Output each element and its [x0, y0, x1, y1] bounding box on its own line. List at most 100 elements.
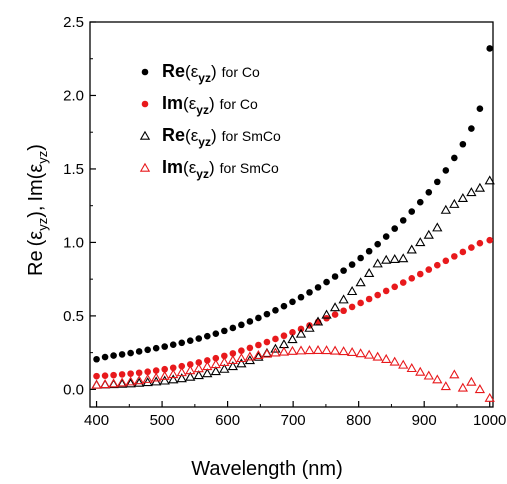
- data-point: [442, 257, 450, 265]
- data-point: [434, 261, 441, 269]
- data-point: [434, 178, 441, 186]
- legend-entry: Re(εyz) for SmCo: [162, 125, 281, 149]
- data-point: [372, 351, 383, 361]
- data-point: [229, 324, 237, 332]
- y-axis-title-epsilon-2: ε: [25, 164, 47, 173]
- data-point: [391, 225, 399, 232]
- legend-marker: [141, 100, 149, 108]
- data-point: [195, 359, 203, 366]
- data-point: [203, 332, 211, 340]
- data-point: [425, 189, 433, 196]
- data-point: [382, 233, 390, 240]
- data-point: [270, 343, 281, 353]
- data-point: [338, 294, 349, 304]
- legend-part: Re: [162, 125, 185, 145]
- data-point: [261, 348, 273, 358]
- data-point: [202, 368, 213, 378]
- data-point: [219, 363, 230, 373]
- data-point: [118, 351, 126, 358]
- data-point: [331, 311, 339, 318]
- data-point: [116, 378, 128, 388]
- data-point: [408, 274, 416, 282]
- data-point: [474, 182, 486, 192]
- data-point: [432, 222, 443, 232]
- data-point: [176, 373, 187, 383]
- y-tick-label: 2.5: [63, 14, 84, 31]
- data-point: [227, 354, 238, 364]
- data-point: [227, 361, 238, 371]
- data-point: [255, 314, 262, 322]
- x-tick-label: 500: [150, 412, 175, 429]
- x-tick-label: 800: [346, 412, 371, 429]
- data-point: [331, 273, 339, 280]
- data-point: [440, 381, 451, 391]
- data-point: [459, 248, 467, 256]
- data-point: [355, 277, 366, 287]
- data-point: [442, 167, 450, 174]
- data-point: [348, 303, 356, 311]
- data-point: [238, 347, 245, 355]
- data-point: [278, 346, 290, 356]
- legend-subscript: yz: [196, 167, 209, 181]
- data-point: [161, 343, 169, 350]
- data-point: [346, 347, 358, 357]
- data-point: [295, 328, 307, 338]
- data-point: [323, 278, 330, 286]
- data-point: [287, 345, 298, 355]
- y-axis-title-im: Im: [25, 179, 47, 201]
- series-3: [91, 175, 495, 389]
- data-point: [289, 329, 296, 336]
- legend-suffix: for Co: [220, 96, 258, 112]
- data-point: [382, 287, 390, 295]
- data-point: [99, 379, 111, 389]
- legend-subscript: yz: [198, 71, 211, 85]
- data-point: [416, 198, 424, 206]
- data-point: [451, 253, 458, 260]
- legend-entry: Re(εyz) for Co: [162, 61, 260, 85]
- data-point: [168, 369, 179, 379]
- series-4: [91, 344, 495, 402]
- data-point: [364, 267, 375, 277]
- y-axis-title: Re(εyz),Im(εyz): [25, 144, 50, 276]
- data-point: [372, 258, 383, 268]
- data-point: [340, 267, 347, 274]
- data-point: [287, 334, 298, 344]
- data-point: [466, 376, 477, 386]
- data-point: [348, 261, 356, 268]
- data-point: [272, 307, 279, 314]
- data-point: [178, 362, 186, 370]
- data-point: [423, 370, 434, 380]
- y-axis-title-sub-2: yz: [35, 151, 50, 164]
- data-point: [440, 204, 451, 214]
- legend-greek: ε: [191, 62, 199, 81]
- data-point: [312, 316, 324, 326]
- data-point: [263, 338, 271, 346]
- data-point: [321, 345, 332, 355]
- legend-entry: Im(εyz) for Co: [162, 93, 258, 117]
- data-point: [381, 254, 392, 264]
- legend-suffix: for SmCo: [222, 128, 281, 144]
- data-point: [381, 353, 392, 363]
- x-tick-label: 1000: [473, 412, 506, 429]
- data-point: [486, 236, 494, 244]
- data-point: [406, 363, 417, 373]
- data-point: [161, 365, 169, 373]
- legend-part: Im: [162, 157, 183, 177]
- data-point: [364, 349, 375, 359]
- data-point: [144, 368, 151, 376]
- data-point: [406, 244, 417, 254]
- data-point: [193, 363, 204, 373]
- data-point: [272, 335, 279, 343]
- data-point: [93, 355, 100, 363]
- data-point: [203, 357, 211, 364]
- data-point: [357, 254, 364, 262]
- data-point: [118, 371, 126, 378]
- data-point: [169, 364, 177, 372]
- data-point: [346, 286, 358, 296]
- data-point: [110, 371, 117, 379]
- data-point: [399, 279, 407, 286]
- data-point: [202, 361, 213, 371]
- data-point: [210, 366, 221, 376]
- data-point: [152, 367, 160, 374]
